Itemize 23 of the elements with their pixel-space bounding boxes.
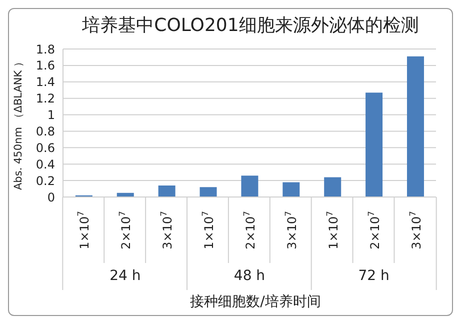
y-tick-label: 0: [47, 190, 55, 204]
bar: [241, 176, 258, 197]
text: 72 h: [358, 268, 390, 284]
y-tick-label: 1: [47, 108, 55, 122]
x-axis-title: 接种细胞数/培养时间: [189, 293, 322, 311]
bar: [282, 182, 300, 197]
bar: [158, 185, 176, 197]
y-tick-label: 1.6: [36, 58, 55, 73]
chart-title: 培养基中COLO201细胞来源外泌体的检测: [81, 14, 420, 37]
y-tick-label: 0.6: [36, 140, 55, 155]
text: 24 h: [110, 268, 141, 284]
y-tick-label: 0.8: [36, 124, 55, 138]
bar: [406, 56, 424, 197]
y-tick-label: 1.2: [36, 92, 55, 106]
y-tick-label: 1.4: [36, 75, 55, 90]
y-axis-title: Abs. 450nm （ΔBLANK ）: [12, 56, 25, 190]
y-tick-label: 1.8: [36, 42, 55, 56]
y-tick-label: 0.2: [36, 174, 55, 188]
text: 48 h: [234, 268, 266, 284]
bar: [200, 187, 217, 197]
bar: [324, 177, 342, 197]
bar: [366, 92, 383, 197]
y-tick-label: 0.4: [36, 157, 55, 172]
